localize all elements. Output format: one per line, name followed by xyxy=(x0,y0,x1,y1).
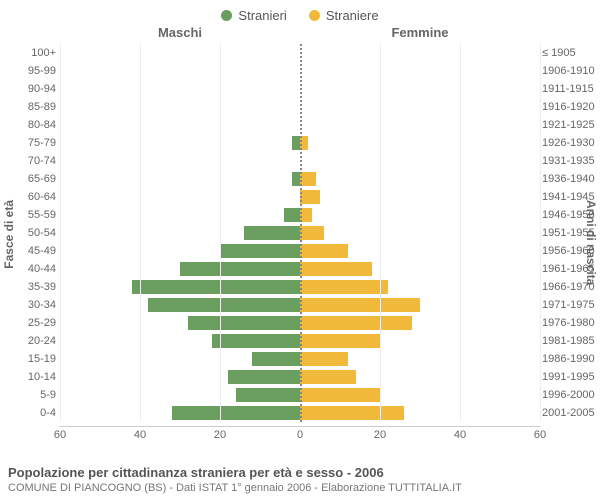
pyramid-chart: 100+≤ 190595-991906-191090-941911-191585… xyxy=(60,44,540,422)
age-label: 70-74 xyxy=(12,155,56,167)
year-label: 1986-1990 xyxy=(542,353,598,365)
age-label: 90-94 xyxy=(12,83,56,95)
male-bar xyxy=(244,226,300,240)
female-bar xyxy=(300,280,388,294)
male-swatch xyxy=(221,10,232,21)
x-tick: 40 xyxy=(134,429,146,441)
age-label: 55-59 xyxy=(12,209,56,221)
age-label: 75-79 xyxy=(12,137,56,149)
male-bar xyxy=(180,262,300,276)
male-bar xyxy=(188,316,300,330)
age-label: 40-44 xyxy=(12,263,56,275)
female-swatch xyxy=(309,10,320,21)
year-label: 1961-1965 xyxy=(542,263,598,275)
year-label: 1946-1950 xyxy=(542,209,598,221)
age-label: 35-39 xyxy=(12,281,56,293)
x-tick: 0 xyxy=(297,429,303,441)
year-label: 1911-1915 xyxy=(542,83,598,95)
x-tick: 60 xyxy=(54,429,66,441)
female-bar xyxy=(300,388,380,402)
age-label: 100+ xyxy=(12,47,56,59)
center-axis xyxy=(300,44,302,422)
year-label: 1981-1985 xyxy=(542,335,598,347)
year-label: ≤ 1905 xyxy=(542,47,598,59)
male-header: Maschi xyxy=(60,25,300,40)
female-bar xyxy=(300,370,356,384)
legend-female-label: Straniere xyxy=(326,8,379,23)
male-bar xyxy=(132,280,300,294)
year-label: 1941-1945 xyxy=(542,191,598,203)
year-label: 1971-1975 xyxy=(542,299,598,311)
legend-male-label: Stranieri xyxy=(238,8,286,23)
x-tick: 60 xyxy=(534,429,546,441)
age-label: 95-99 xyxy=(12,65,56,77)
year-label: 1926-1930 xyxy=(542,137,598,149)
legend: Stranieri Straniere xyxy=(0,0,600,25)
year-label: 1951-1955 xyxy=(542,227,598,239)
age-label: 20-24 xyxy=(12,335,56,347)
male-bar xyxy=(292,172,300,186)
male-bar xyxy=(220,244,300,258)
x-axis: 6040200204060 xyxy=(60,426,540,444)
male-bar xyxy=(236,388,300,402)
female-header: Femmine xyxy=(300,25,540,40)
year-label: 1991-1995 xyxy=(542,371,598,383)
age-label: 30-34 xyxy=(12,299,56,311)
age-label: 0-4 xyxy=(12,407,56,419)
age-label: 25-29 xyxy=(12,317,56,329)
age-label: 10-14 xyxy=(12,371,56,383)
age-label: 45-49 xyxy=(12,245,56,257)
year-label: 1936-1940 xyxy=(542,173,598,185)
female-bar xyxy=(300,226,324,240)
female-bar xyxy=(300,316,412,330)
gender-header: Maschi Femmine xyxy=(60,25,540,40)
female-bar xyxy=(300,298,420,312)
male-bar xyxy=(148,298,300,312)
female-bar xyxy=(300,172,316,186)
male-bar xyxy=(284,208,300,222)
x-tick: 40 xyxy=(454,429,466,441)
female-bar xyxy=(300,244,348,258)
x-tick: 20 xyxy=(374,429,386,441)
year-label: 1976-1980 xyxy=(542,317,598,329)
year-label: 1966-1970 xyxy=(542,281,598,293)
legend-item-female: Straniere xyxy=(309,8,379,23)
year-label: 1956-1960 xyxy=(542,245,598,257)
age-label: 80-84 xyxy=(12,119,56,131)
female-bar xyxy=(300,334,380,348)
male-bar xyxy=(228,370,300,384)
male-bar xyxy=(212,334,300,348)
chart-subtitle: COMUNE DI PIANCOGNO (BS) - Dati ISTAT 1°… xyxy=(8,482,592,494)
age-label: 65-69 xyxy=(12,173,56,185)
legend-item-male: Stranieri xyxy=(221,8,286,23)
age-label: 5-9 xyxy=(12,389,56,401)
age-label: 15-19 xyxy=(12,353,56,365)
year-label: 1916-1920 xyxy=(542,101,598,113)
male-bar xyxy=(172,406,300,420)
age-label: 60-64 xyxy=(12,191,56,203)
female-bar xyxy=(300,352,348,366)
age-label: 50-54 xyxy=(12,227,56,239)
female-bar xyxy=(300,406,404,420)
female-bar xyxy=(300,190,320,204)
male-bar xyxy=(292,136,300,150)
chart-title: Popolazione per cittadinanza straniera p… xyxy=(8,465,592,480)
x-tick: 20 xyxy=(214,429,226,441)
age-label: 85-89 xyxy=(12,101,56,113)
female-bar xyxy=(300,262,372,276)
year-label: 2001-2005 xyxy=(542,407,598,419)
year-label: 1921-1925 xyxy=(542,119,598,131)
year-label: 1931-1935 xyxy=(542,155,598,167)
year-label: 1906-1910 xyxy=(542,65,598,77)
footer: Popolazione per cittadinanza straniera p… xyxy=(8,465,592,494)
year-label: 1996-2000 xyxy=(542,389,598,401)
male-bar xyxy=(252,352,300,366)
